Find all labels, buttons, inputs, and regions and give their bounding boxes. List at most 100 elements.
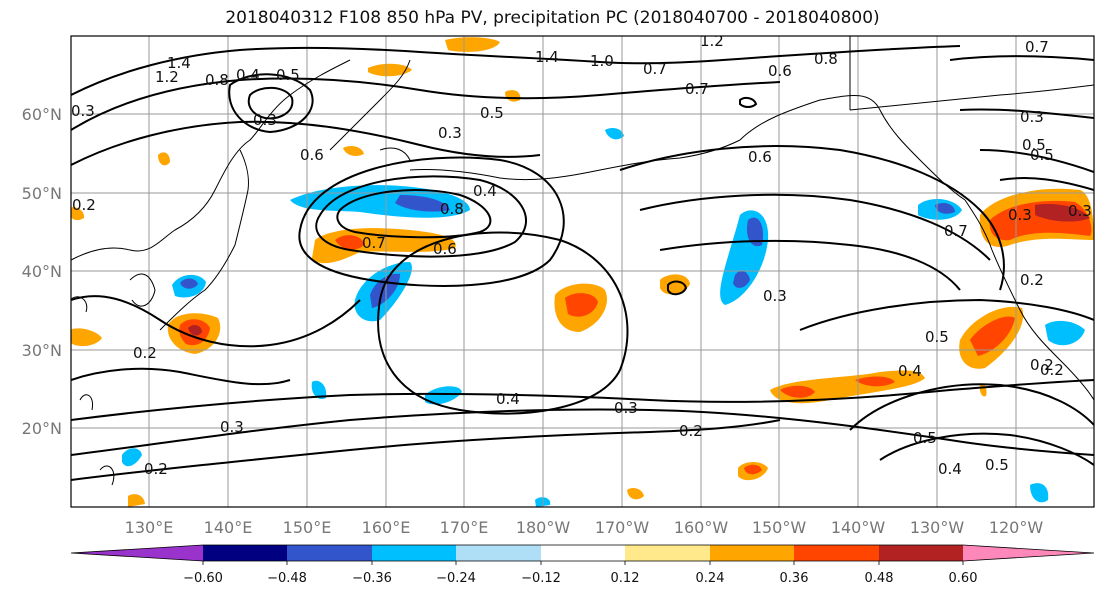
pos-anomaly-small-1 — [71, 328, 102, 347]
coast-korea — [129, 273, 156, 307]
colorbar-cell — [963, 545, 1094, 561]
coast-kamchatka — [329, 59, 411, 161]
contour-label: 0.3 — [614, 399, 638, 417]
contour-east-north-a — [949, 55, 1094, 173]
colorbar-tick-label: 0.48 — [865, 571, 894, 586]
contour-east-loop-b — [849, 383, 1094, 431]
contour-kamchatka-outer — [298, 156, 565, 287]
neg-anomaly-small-4 — [1030, 483, 1049, 503]
contour-label: 1.0 — [590, 52, 614, 70]
colorbar-cell — [541, 545, 625, 561]
colorbar-cell — [710, 545, 794, 561]
contour-sw-loop — [228, 73, 314, 134]
contour-label: 0.6 — [300, 146, 324, 164]
contour-label: 0.5 — [913, 429, 937, 447]
contour-label: 1.2 — [700, 32, 724, 50]
neg-anomaly-pacific-b — [733, 270, 750, 288]
pos-anomaly-nw-coast-core2 — [1035, 204, 1090, 222]
coast-aleutians — [409, 139, 741, 181]
contour-label: 0.6 — [768, 62, 792, 80]
colorbar-cell — [203, 545, 287, 561]
pos-anomaly-small-8 — [128, 494, 145, 507]
contour-label: 0.5 — [1022, 136, 1046, 154]
colorbar-cell — [625, 545, 710, 561]
pv-contours — [71, 45, 1094, 481]
contour-east-loop-a — [799, 298, 1094, 331]
lon-label: 180°W — [516, 518, 571, 537]
contour-label: 0.3 — [220, 418, 244, 436]
contour-label: 0.4 — [898, 362, 922, 380]
lat-label: 60°N — [22, 105, 62, 124]
contour-north-2 — [71, 77, 781, 131]
contour-sw-loop-inner — [247, 86, 294, 120]
colorbar-cell — [71, 545, 203, 561]
contour-label: 0.3 — [438, 124, 462, 142]
lon-label: 160°E — [362, 518, 411, 537]
neg-anomaly-small-6 — [605, 128, 624, 140]
lon-label: 120°W — [989, 518, 1044, 537]
contour-label: 0.5 — [1030, 146, 1054, 164]
neg-anomaly-small-2 — [311, 380, 327, 400]
pos-anomaly-north-2 — [368, 63, 412, 77]
lat-label: 20°N — [22, 419, 62, 438]
contour-label: 0.4 — [473, 182, 497, 200]
contour-label: 0.2 — [1020, 271, 1044, 289]
colorbar: −0.60 −0.48 −0.36 −0.24 −0.12 0.12 0.24 … — [70, 544, 1095, 586]
neg-anomaly-pacific-a-core — [746, 217, 764, 247]
contour-0-3-south — [71, 408, 1094, 456]
contour-kamchatka-mid — [315, 175, 527, 258]
contour-north-1 — [71, 45, 961, 96]
coast-north — [849, 36, 1094, 111]
contour-label: 0.8 — [814, 50, 838, 68]
neg-anomaly-kamchatka-core — [395, 195, 450, 212]
contour-label: 0.5 — [480, 104, 504, 122]
coast-alaska — [739, 95, 966, 201]
pos-anomaly-kamchatka-core — [335, 235, 365, 250]
lat-label: 50°N — [22, 184, 62, 203]
lon-label: 130°W — [910, 518, 965, 537]
pos-anomaly-small-6-core — [744, 464, 762, 475]
contour-label: 1.2 — [155, 68, 179, 86]
contour-labels: 1.4 1.2 0.8 0.4 0.5 0.3 0.6 0.3 0.5 0.4 … — [71, 32, 1092, 478]
pos-anomaly-small-2 — [71, 207, 85, 221]
contour-label: 0.7 — [362, 234, 386, 252]
lon-label: 130°E — [125, 518, 174, 537]
contour-label: 1.4 — [167, 54, 191, 72]
contour-north-3 — [71, 120, 541, 166]
contour-label: 0.2 — [679, 422, 703, 440]
neg-anomaly-japan-core — [180, 278, 198, 289]
contour-label: 0.3 — [1068, 202, 1092, 220]
colorbar-tick-label: −0.36 — [352, 571, 392, 586]
pos-anomaly-north-1 — [445, 37, 500, 52]
contour-west-1 — [71, 295, 361, 348]
contour-label: 0.5 — [925, 328, 949, 346]
contour-label: 0.2 — [1030, 356, 1054, 374]
coast-islands — [71, 296, 115, 486]
lon-label: 150°E — [283, 518, 332, 537]
lon-label: 170°W — [595, 518, 650, 537]
pos-anomaly-subtropic-core — [780, 385, 815, 398]
colorbar-tick-label: 0.60 — [949, 571, 978, 586]
colorbar-tick-label: −0.12 — [521, 571, 561, 586]
colorbar-cell — [794, 545, 879, 561]
lon-label: 160°W — [674, 518, 729, 537]
contour-label: 0.7 — [685, 80, 709, 98]
pos-anomaly-japan-core2 — [188, 325, 202, 336]
colorbar-cell — [879, 545, 963, 561]
pos-anomaly-small-4 — [343, 146, 364, 156]
contour-0-2-south — [71, 419, 781, 481]
colorbar-cell — [372, 545, 456, 561]
contour-label: 0.3 — [71, 102, 95, 120]
pos-anomaly-subtropic-core2 — [855, 376, 895, 387]
colorbar-tick-label: 0.12 — [611, 571, 640, 586]
pos-anomaly-east-core — [970, 316, 1015, 356]
lon-label: 140°E — [204, 518, 253, 537]
colorbar-tick-label: 0.24 — [696, 571, 725, 586]
contour-label: 0.3 — [1020, 108, 1044, 126]
contour-label: 0.5 — [276, 66, 300, 84]
contour-label: 0.2 — [1040, 361, 1064, 379]
colorbar-labels: −0.60 −0.48 −0.36 −0.24 −0.12 0.12 0.24 … — [183, 571, 977, 586]
contour-ne-a — [999, 177, 1094, 191]
lon-label: 170°E — [440, 518, 489, 537]
